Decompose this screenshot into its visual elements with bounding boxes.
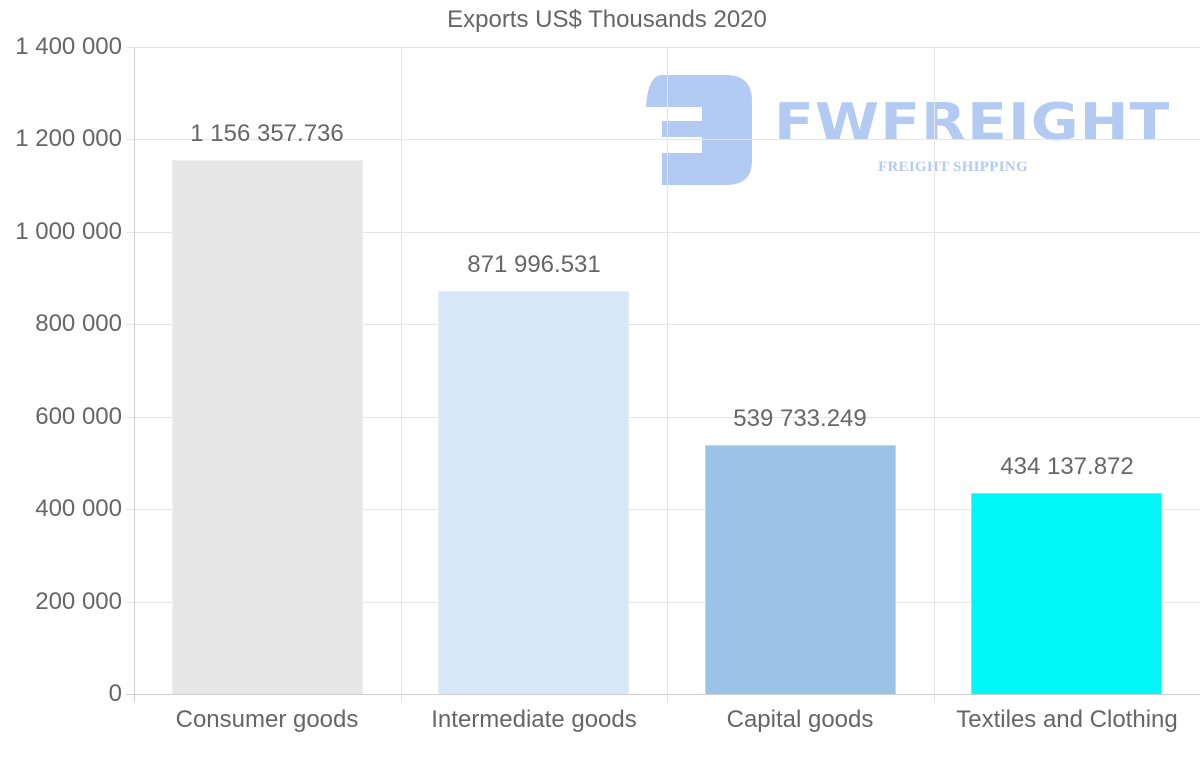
y-gridline xyxy=(126,324,1200,325)
y-tick-label: 1 000 000 xyxy=(15,218,122,245)
y-tick-label: 1 400 000 xyxy=(15,33,122,60)
y-gridline xyxy=(126,602,1200,603)
bar-value-label: 1 156 357.736 xyxy=(190,120,344,147)
x-tick-label: Capital goods xyxy=(726,706,874,733)
bar-capital-goods[interactable] xyxy=(705,445,896,694)
y-gridline xyxy=(126,232,1200,233)
x-gridline xyxy=(934,47,935,702)
y-tick-label: 200 000 xyxy=(35,588,122,615)
y-tick-label: 1 200 000 xyxy=(15,125,122,152)
plot-area: 0 200 000 400 000 600 000 800 000 1 000 000 1 … xyxy=(15,35,1200,706)
y-gridline xyxy=(126,417,1200,418)
bar-textiles-and-clothing[interactable] xyxy=(971,493,1162,694)
y-tick-label: 0 xyxy=(108,680,122,707)
bar-intermediate-goods[interactable] xyxy=(438,291,629,694)
y-tick-label: 600 000 xyxy=(35,403,122,430)
y-gridline xyxy=(126,139,1200,140)
bar-value-label: 434 137.872 xyxy=(1000,453,1134,480)
x-gridline xyxy=(401,47,402,702)
x-tick-label: Consumer goods xyxy=(175,706,359,733)
x-axis-line xyxy=(126,694,1200,695)
x-gridline xyxy=(667,47,668,702)
bar-consumer-goods[interactable] xyxy=(172,160,363,694)
chart-title: Exports US$ Thousands 2020 xyxy=(447,6,767,33)
y-tick-label: 800 000 xyxy=(35,310,122,337)
y-tick-label: 400 000 xyxy=(35,495,122,522)
bar-value-label: 871 996.531 xyxy=(467,251,601,278)
x-tick-label: Intermediate goods xyxy=(431,706,637,733)
y-gridline xyxy=(126,47,1200,48)
y-axis-line xyxy=(134,47,135,702)
bar-value-label: 539 733.249 xyxy=(733,405,867,432)
x-tick-label: Textiles and Clothing xyxy=(956,706,1178,733)
y-gridline xyxy=(126,509,1200,510)
